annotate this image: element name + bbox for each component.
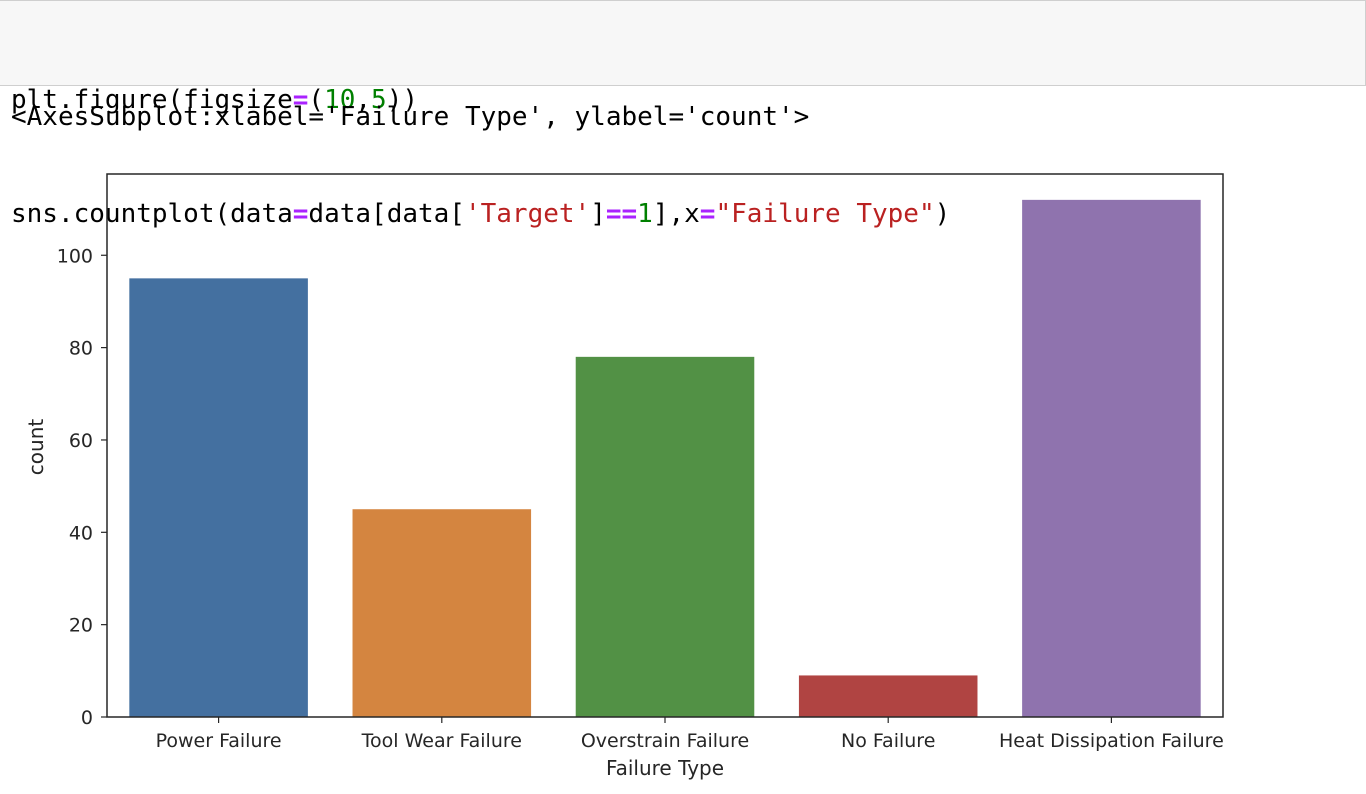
bar-no-failure (798, 675, 978, 717)
code-string: 'Target' (464, 199, 591, 229)
x-axis-label: Failure Type (606, 756, 724, 780)
y-tick-label: 60 (69, 430, 93, 452)
bars-group (129, 199, 1201, 717)
code-token: ( (308, 85, 325, 115)
x-tick-label: Tool Wear Failure (361, 730, 522, 752)
code-token: ) (934, 199, 951, 229)
code-number: 5 (371, 85, 387, 115)
code-line-1: plt.figure(figsize=(10,5)) (11, 81, 1365, 119)
bar-power-failure (129, 278, 308, 717)
x-tick-label: Overstrain Failure (581, 730, 749, 752)
y-tick-label: 20 (69, 615, 93, 637)
y-axis-label: count (24, 419, 48, 476)
code-line-2: sns.countplot(data=data[data['Target']==… (11, 195, 1365, 233)
code-token: ] (590, 199, 606, 229)
code-token: data[data[ (308, 199, 465, 229)
y-tick-label: 40 (69, 522, 93, 544)
output-repr-text: <AxesSubplot:xlabel='Failure Type', ylab… (11, 102, 810, 132)
code-number: 10 (324, 85, 356, 115)
x-axis: Power Failure Tool Wear Failure Overstrain… (156, 717, 1224, 752)
y-tick-label: 0 (81, 707, 93, 729)
code-token: ],x (652, 199, 700, 229)
bar-heat-dissipation-failure (1022, 199, 1201, 717)
y-tick-label: 100 (57, 245, 93, 267)
y-axis: 0 20 40 60 80 100 (57, 245, 107, 729)
bar-overstrain-failure (575, 356, 755, 717)
code-operator: == (605, 199, 638, 229)
code-token: plt.figure(figsize (11, 85, 293, 115)
code-token: )) (386, 85, 419, 115)
code-string: "Failure Type" (715, 199, 935, 229)
x-tick-label: No Failure (841, 730, 935, 752)
bar-tool-wear-failure (352, 509, 532, 717)
code-token: , (355, 85, 372, 115)
code-cell[interactable]: plt.figure(figsize=(10,5)) sns.countplot… (0, 0, 1366, 229)
y-tick-label: 80 (69, 338, 93, 360)
x-tick-label: Power Failure (156, 730, 282, 752)
code-token: sns.countplot(data (11, 199, 293, 229)
plot-frame (106, 173, 1224, 718)
x-tick-label: Heat Dissipation Failure (999, 730, 1224, 752)
code-operator: = (292, 85, 309, 115)
code-number: 1 (637, 199, 653, 229)
code-operator: = (699, 199, 716, 229)
code-operator: = (292, 199, 309, 229)
